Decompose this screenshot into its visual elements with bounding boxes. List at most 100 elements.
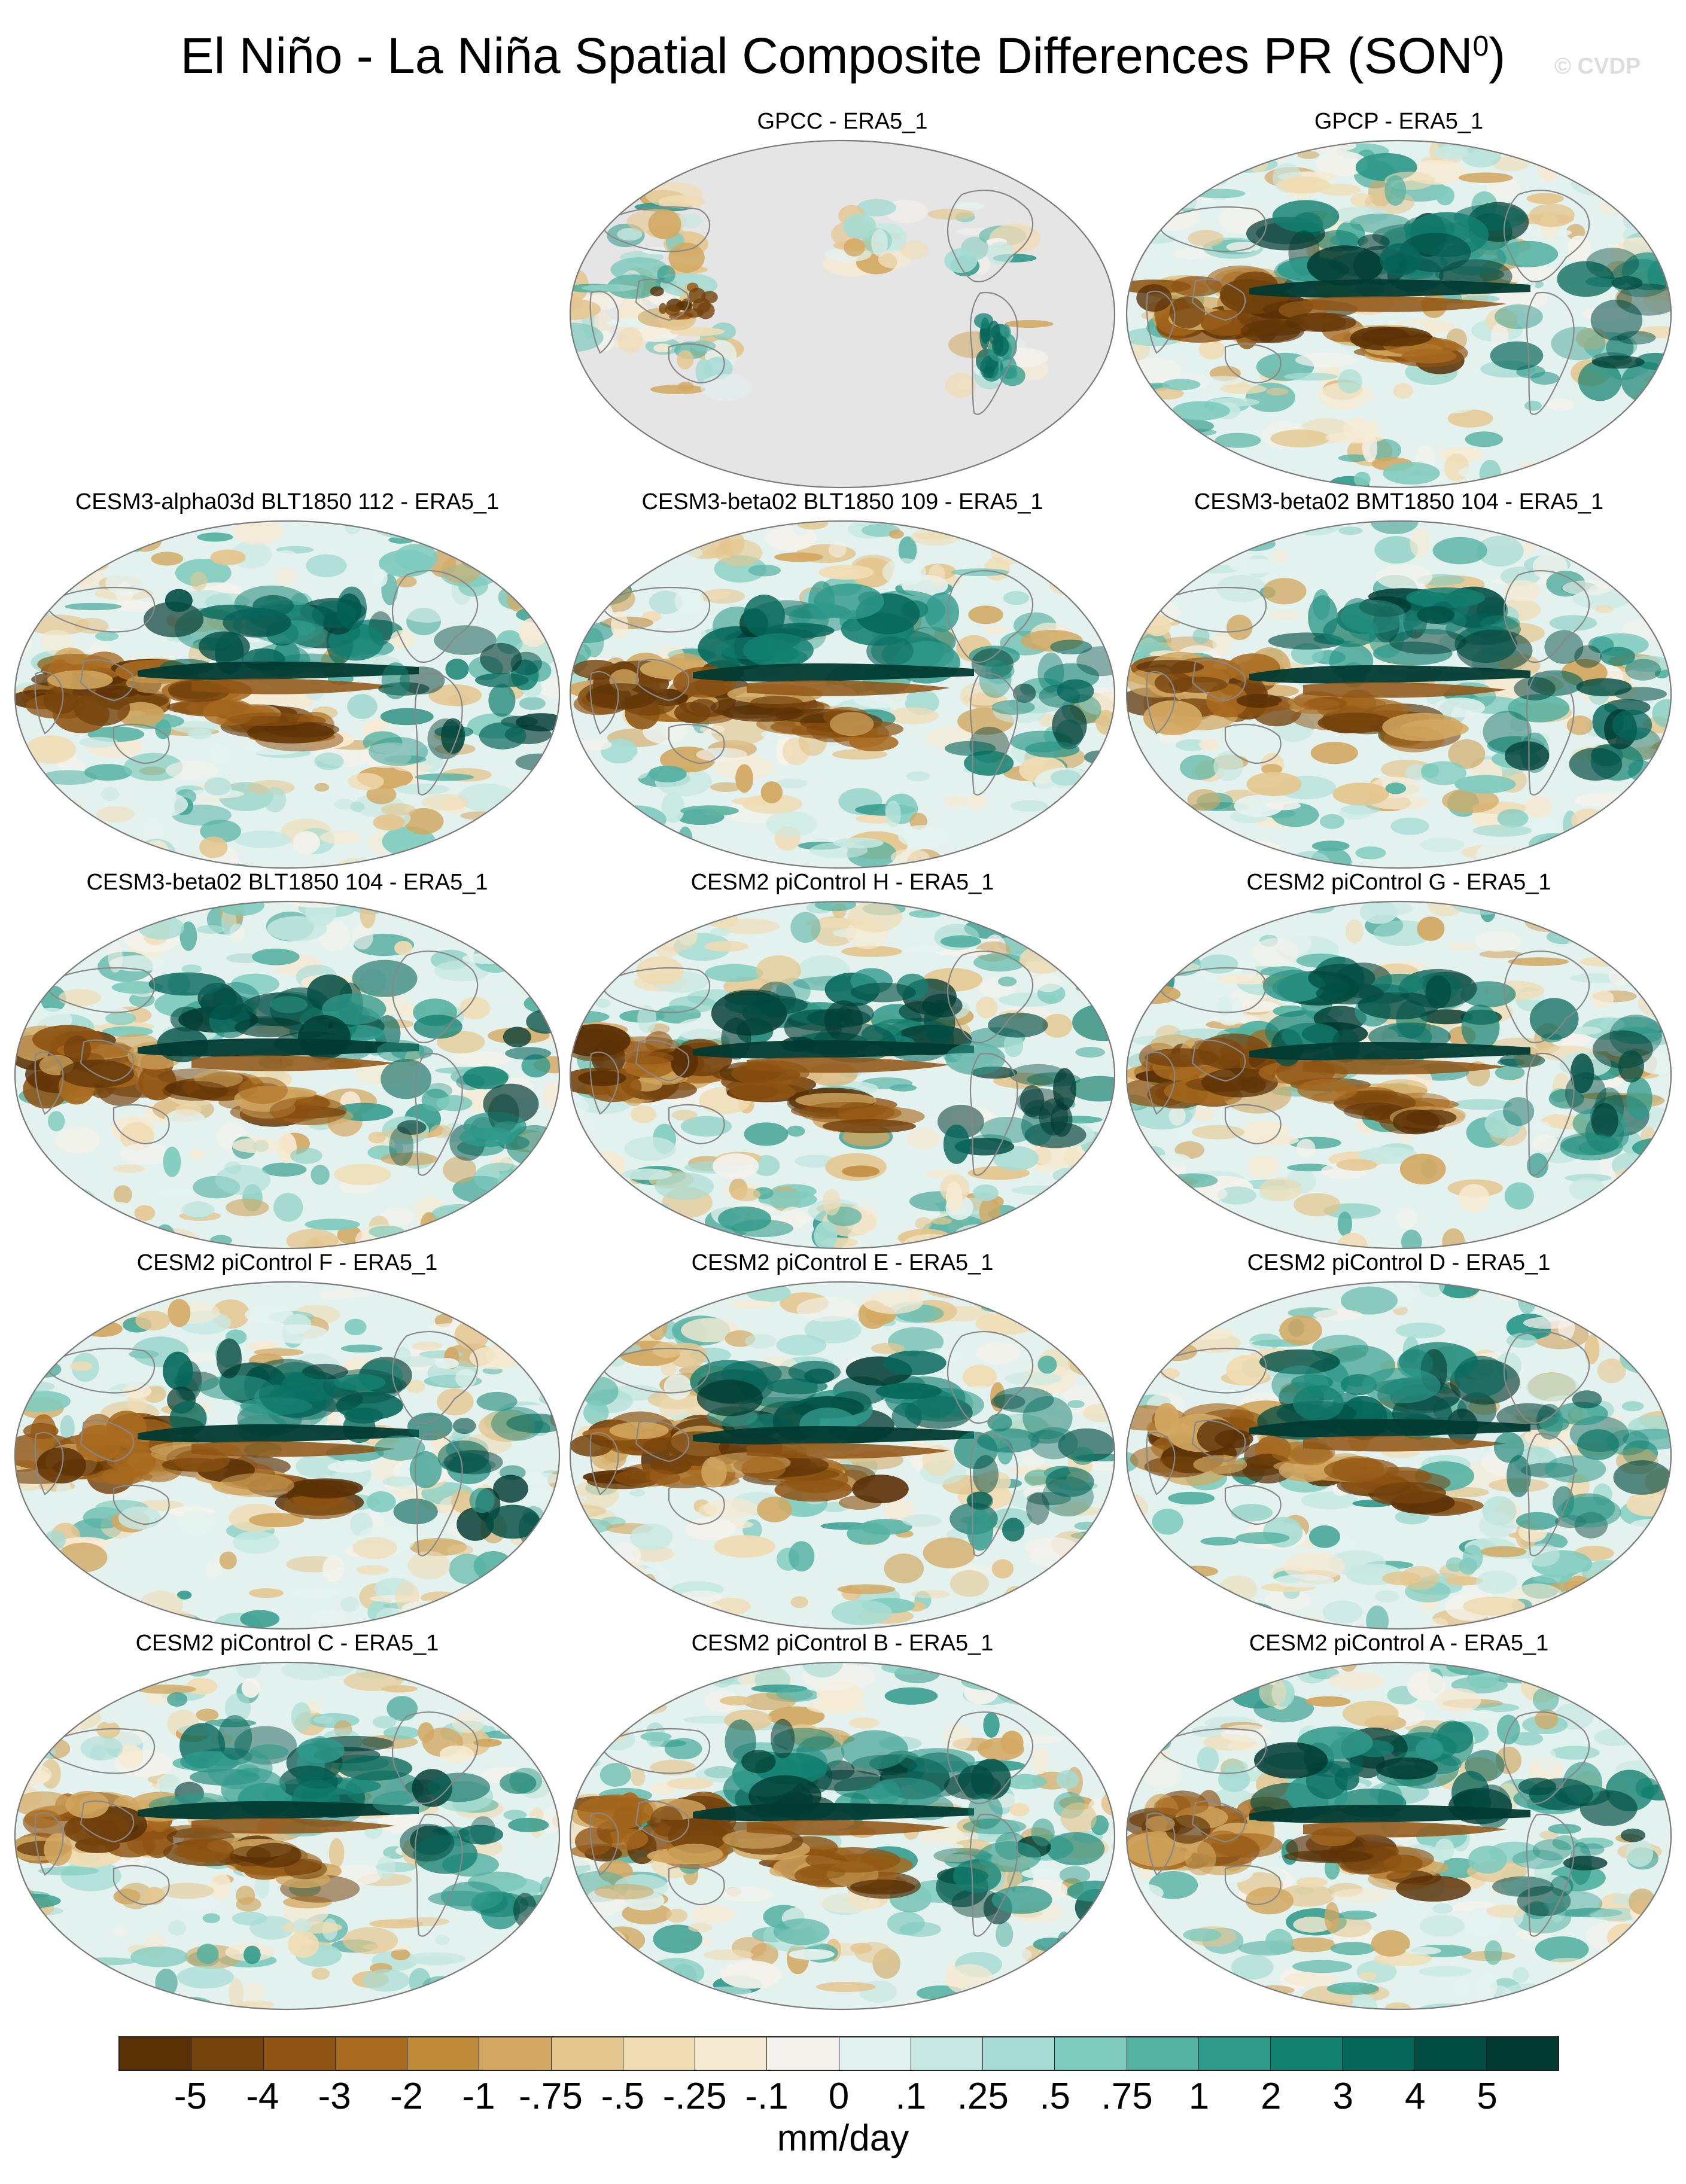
map-field [570,141,1115,488]
panel-title: CESM2 piControl C - ERA5_1 [135,1631,439,1656]
colorbar-tick-label: -4 [246,2076,279,2117]
colorbar-swatch [1271,2037,1343,2070]
map-panel: GPCP - ERA5_1 [1124,108,1674,491]
globe-outline [569,1661,1116,2011]
panel-title: CESM2 piControl A - ERA5_1 [1249,1631,1549,1656]
globe-outline [1125,1661,1672,2011]
panel-title: CESM3-alpha03d BLT1850 112 - ERA5_1 [75,489,500,514]
colorbar-tick-label: 1 [1188,2076,1210,2117]
robinson-map [1125,1661,1672,2011]
robinson-map [14,1661,561,2011]
title-text: El Niño - La Niña Spatial Composite Diff… [180,28,1473,84]
map-field [15,1662,559,2009]
map-panel: CESM2 piControl E - ERA5_1 [567,1249,1118,1632]
map-panel: CESM2 piControl F - ERA5_1 [12,1249,562,1632]
page-title: El Niño - La Niña Spatial Composite Diff… [0,17,1686,86]
map-panel: CESM2 piControl C - ERA5_1 [12,1629,562,2012]
robinson-map [1125,520,1672,869]
colorbar-swatch [1198,2037,1271,2070]
panel-title: CESM2 piControl D - ERA5_1 [1247,1250,1551,1275]
colorbar-tick-label: 5 [1477,2076,1498,2117]
colorbar-tick-label: -.5 [601,2076,644,2117]
panel-title: CESM2 piControl H - ERA5_1 [690,870,994,895]
robinson-map [14,1281,561,1630]
globe-outline [1125,900,1672,1250]
robinson-map [569,1281,1116,1630]
globe-outline [569,900,1116,1250]
colorbar-tick-label: 0 [828,2076,850,2117]
panel-title: GPCC - ERA5_1 [757,109,928,134]
map-panel: CESM3-beta02 BLT1850 104 - ERA5_1 [12,869,562,1251]
colorbar-swatch [263,2037,336,2070]
map-panel: CESM2 piControl G - ERA5_1 [1124,869,1674,1251]
watermark: © CVDP [1554,54,1641,79]
robinson-map [1125,900,1672,1250]
colorbar-tick-label: .75 [1101,2076,1153,2117]
globe-outline [14,520,561,869]
colorbar-swatch [407,2037,480,2070]
map-panel: CESM2 piControl H - ERA5_1 [567,869,1118,1251]
globe-outline [1125,139,1672,489]
map-panel: CESM3-alpha03d BLT1850 112 - ERA5_1 [12,488,562,871]
colorbar-swatch [623,2037,695,2070]
globe-outline [14,1281,561,1630]
panel-title: CESM2 piControl G - ERA5_1 [1246,870,1551,895]
colorbar-swatch [695,2037,768,2070]
colorbar-swatch [1343,2037,1415,2070]
colorbar-tick-label: -1 [462,2076,495,2117]
map-field [570,521,1115,868]
globe-outline [1125,520,1672,869]
map-panel: CESM3-beta02 BLT1850 109 - ERA5_1 [567,488,1118,871]
robinson-map [569,900,1116,1250]
colorbar-swatch [191,2037,264,2070]
globe-outline [14,900,561,1250]
map-panel: CESM2 piControl A - ERA5_1 [1124,1629,1674,2012]
colorbar-swatch [479,2037,552,2070]
panel-title: CESM2 piControl E - ERA5_1 [691,1250,994,1275]
robinson-map [1125,139,1672,489]
globe-outline [1125,1281,1672,1630]
colorbar-swatch [911,2037,983,2070]
map-field [1127,901,1671,1248]
colorbar-swatch [983,2037,1055,2070]
colorbar-swatch [1127,2037,1199,2070]
robinson-map [14,900,561,1250]
colorbar-swatch [1055,2037,1127,2070]
title-close: ) [1489,28,1506,84]
map-field [570,1662,1115,2009]
globe-outline [569,1281,1116,1630]
panel-title: CESM2 piControl B - ERA5_1 [691,1631,994,1656]
colorbar-units: mm/day [777,2118,909,2159]
colorbar-swatch [335,2037,407,2070]
robinson-map [569,139,1116,489]
globe-outline [14,1661,561,2011]
map-field [1127,1662,1671,2009]
panel-title: GPCP - ERA5_1 [1314,109,1484,134]
title-superscript: 0 [1472,31,1489,62]
colorbar-tick-label: -2 [390,2076,424,2117]
colorbar-tick-label: .5 [1039,2076,1071,2117]
map-field [570,901,1115,1248]
colorbar-tick-label: .25 [957,2076,1009,2117]
map-field [1127,1282,1671,1629]
globe-outline [569,520,1116,869]
colorbar [118,2036,1559,2071]
robinson-map [14,520,561,869]
map-panel: CESM2 piControl D - ERA5_1 [1124,1249,1674,1632]
map-panel: GPCC - ERA5_1 [567,108,1118,491]
colorbar-tick-label: .1 [895,2076,927,2117]
map-field [570,1282,1115,1629]
colorbar-tick-label: -.75 [518,2076,583,2117]
map-field [15,1282,559,1629]
map-field [15,901,559,1248]
robinson-map [569,1661,1116,2011]
globe-outline [569,139,1116,489]
robinson-map [1125,1281,1672,1630]
colorbar-tick-label: 4 [1404,2076,1426,2117]
colorbar-swatch [120,2037,192,2070]
colorbar-swatch [767,2037,839,2070]
colorbar-tick-label: -.1 [745,2076,789,2117]
panel-title: CESM3-beta02 BLT1850 109 - ERA5_1 [641,489,1043,514]
colorbar-tick-label: -5 [174,2076,207,2117]
map-field [15,521,559,868]
